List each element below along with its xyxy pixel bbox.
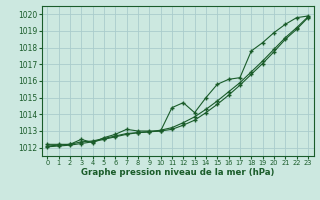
X-axis label: Graphe pression niveau de la mer (hPa): Graphe pression niveau de la mer (hPa) [81, 168, 274, 177]
